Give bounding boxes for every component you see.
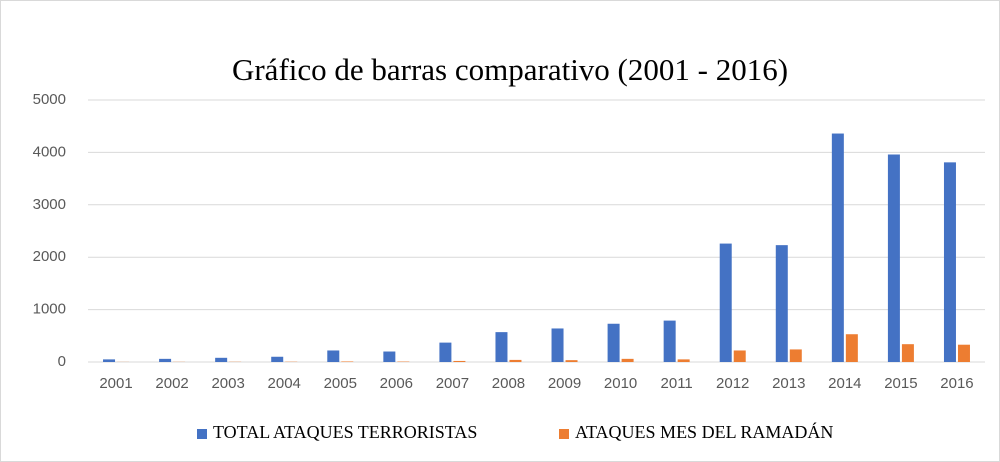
bar: [775, 245, 788, 362]
bar: [159, 358, 172, 362]
chart-title: Gráfico de barras comparativo (2001 - 20…: [232, 52, 788, 87]
bar: [439, 342, 452, 362]
bar: [719, 243, 732, 362]
x-tick-label: 2011: [661, 375, 693, 392]
bar: [565, 360, 578, 362]
x-tick-label: 2002: [155, 375, 188, 392]
bar: [453, 360, 466, 362]
bar: [327, 350, 340, 362]
x-tick-label: 2008: [492, 375, 525, 392]
x-tick-label: 2013: [772, 375, 805, 392]
y-tick-label: 3000: [33, 196, 66, 213]
bar: [103, 359, 116, 362]
x-tick-label: 2014: [828, 375, 861, 392]
legend-swatch: [197, 429, 207, 439]
bar: [677, 359, 690, 362]
bar: [621, 358, 634, 362]
legend-label: TOTAL ATAQUES TERRORISTAS: [213, 422, 477, 442]
bar: [789, 349, 802, 362]
bar: [901, 344, 914, 362]
bar: [271, 356, 284, 362]
x-tick-label: 2012: [716, 375, 749, 392]
bar: [607, 323, 620, 362]
bar: [887, 154, 900, 362]
x-tick-label: 2007: [436, 375, 469, 392]
bar: [943, 162, 956, 362]
x-tick-label: 2016: [940, 375, 973, 392]
bar: [957, 344, 970, 362]
legend-swatch: [559, 429, 569, 439]
x-tick-label: 2015: [884, 375, 917, 392]
bar: [509, 359, 522, 362]
y-tick-label: 5000: [33, 91, 66, 108]
x-tick-label: 2010: [604, 375, 637, 392]
x-tick-label: 2004: [268, 375, 301, 392]
bar: [845, 334, 858, 362]
y-tick-label: 0: [58, 353, 66, 370]
bar: [663, 320, 676, 362]
y-tick-label: 2000: [33, 248, 66, 265]
bar: [215, 357, 228, 362]
y-tick-label: 4000: [33, 143, 66, 160]
bar: [733, 350, 746, 362]
legend-label: ATAQUES MES DEL RAMADÁN: [575, 421, 833, 442]
bar: [341, 361, 354, 362]
x-tick-label: 2001: [99, 375, 132, 392]
x-tick-label: 2005: [324, 375, 357, 392]
bar: [383, 351, 396, 362]
y-tick-label: 1000: [33, 301, 66, 318]
bar: [831, 133, 844, 362]
x-tick-label: 2003: [211, 375, 244, 392]
x-tick-label: 2006: [380, 375, 413, 392]
bar: [551, 328, 564, 362]
bar: [495, 332, 508, 362]
x-tick-label: 2009: [548, 375, 581, 392]
